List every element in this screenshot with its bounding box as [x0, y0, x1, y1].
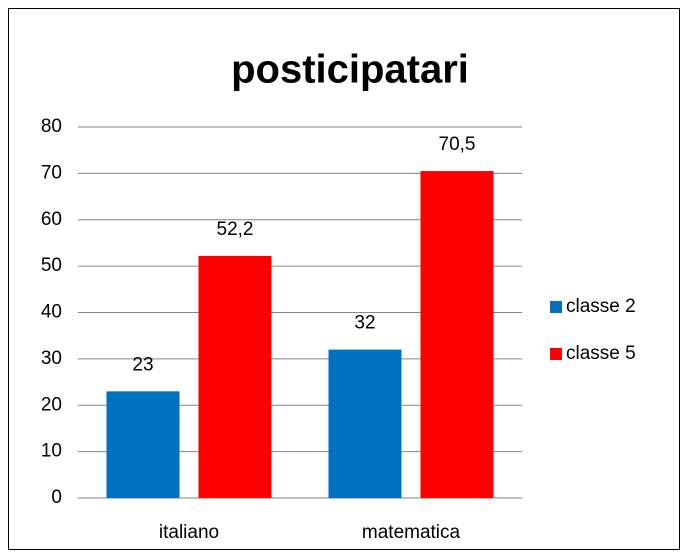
y-tick-label: 30	[41, 348, 62, 369]
y-tick-label: 60	[41, 209, 62, 230]
y-tick-label: 70	[41, 162, 62, 183]
x-tick-label: italiano	[159, 522, 219, 543]
y-tick-label: 80	[41, 116, 62, 137]
x-tick-label: matematica	[362, 522, 461, 543]
y-tick-label: 20	[41, 394, 62, 415]
legend-swatch	[550, 301, 562, 313]
y-tick-label: 10	[41, 441, 62, 462]
data-label: 23	[132, 354, 153, 375]
legend-label: classe 2	[566, 296, 636, 317]
bar	[328, 349, 402, 498]
legend-swatch	[550, 348, 562, 360]
chart-title: posticipatari	[231, 48, 469, 92]
legend-label: classe 5	[566, 343, 636, 364]
y-tick-label: 40	[41, 302, 62, 323]
bar	[106, 391, 180, 498]
y-tick-label: 0	[51, 487, 62, 508]
bar	[198, 255, 272, 498]
data-label: 52,2	[217, 219, 254, 240]
data-label: 70,5	[439, 134, 476, 155]
bar	[420, 171, 494, 498]
data-label: 32	[354, 313, 375, 334]
y-tick-label: 50	[41, 255, 62, 276]
